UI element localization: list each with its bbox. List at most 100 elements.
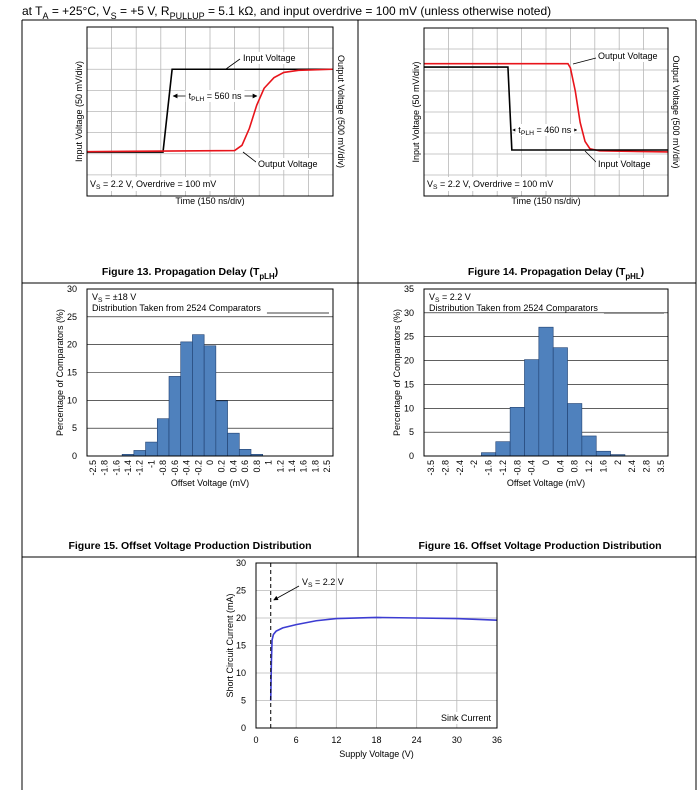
- label-background: [256, 158, 320, 170]
- x-tick-label: -1.6: [111, 460, 121, 476]
- bar: [168, 376, 182, 457]
- chart-note: VS = 2.2 V, Overdrive = 100 mV: [90, 179, 216, 191]
- series-line: [269, 616, 498, 701]
- x-tick-label: 6: [294, 735, 299, 745]
- bar: [495, 441, 511, 457]
- page-header-part: PULLUP: [170, 11, 205, 21]
- bar: [145, 441, 158, 457]
- chart-note: Distribution Taken from 2524 Comparators: [92, 303, 261, 313]
- plot-frame: [255, 562, 498, 729]
- y-tick-label: 30: [236, 558, 246, 568]
- chart-note-part: = 2.2 V: [440, 292, 471, 302]
- bar: [595, 450, 611, 457]
- note-background: [88, 177, 221, 191]
- bar: [203, 345, 217, 457]
- x-tick-label: -0.6: [170, 460, 180, 476]
- x-tick-label: 0.8: [570, 460, 580, 473]
- page-header-part: = 5.1 kΩ, and input overdrive = 100 mV (…: [205, 4, 552, 18]
- y-tick-label: 10: [236, 668, 246, 678]
- bar: [581, 435, 597, 457]
- x-tick-label: -1.2: [498, 460, 508, 476]
- x-tick-label: 0: [205, 460, 215, 465]
- plot-frame: [86, 26, 334, 197]
- x-tick-label: -2: [469, 460, 479, 468]
- interval-label-part: PLH: [191, 96, 204, 103]
- x-tick-label: 24: [412, 735, 422, 745]
- x-tick-label: -1.2: [135, 460, 145, 476]
- x-tick-label: 0.2: [217, 460, 227, 473]
- series-label: Sink Current: [441, 713, 492, 723]
- y-tick-label: 0: [409, 451, 414, 461]
- bar: [524, 359, 540, 457]
- chart-note-part: = 2.2 V, Overdrive = 100 mV: [101, 179, 217, 189]
- y-axis-label: Input Voltage (50 mV/div): [74, 61, 84, 162]
- page-header-part: A: [42, 11, 48, 21]
- figure-caption: Figure 16. Offset Voltage Production Dis…: [418, 540, 661, 552]
- interval-label-part: = 560 ns: [204, 91, 242, 101]
- x-tick-label: -0.2: [193, 460, 203, 476]
- page-header-part: at T: [22, 4, 43, 18]
- plot-frame: [423, 288, 669, 457]
- y-tick-label: 15: [404, 379, 414, 389]
- y-axis-label: Percentage of Comparators (%): [392, 309, 402, 436]
- chart-note-part: V: [92, 292, 98, 302]
- bar: [552, 347, 568, 457]
- x-tick-label: 1.6: [299, 460, 309, 473]
- x-axis-label: Offset Voltage (mV): [171, 478, 249, 488]
- bar: [180, 341, 193, 457]
- interval-label-part: PLH: [521, 130, 534, 137]
- x-tick-label: -1.8: [100, 460, 110, 476]
- x-tick-label: -0.8: [512, 460, 522, 476]
- figure-caption: Figure 15. Offset Voltage Production Dis…: [68, 540, 311, 552]
- y-tick-label: 5: [241, 696, 246, 706]
- y-tick-label: 15: [236, 641, 246, 651]
- x-tick-label: -1.6: [484, 460, 494, 476]
- series-label: Output Voltage: [598, 51, 658, 61]
- series-line: [86, 68, 334, 153]
- x-tick-label: -0.4: [182, 460, 192, 476]
- x-tick-label: 30: [452, 735, 462, 745]
- y-tick-label: 20: [404, 356, 414, 366]
- x-tick-label: 0.4: [228, 460, 238, 473]
- x-tick-label: 1.6: [598, 460, 608, 473]
- bar: [538, 326, 554, 457]
- x-tick-label: 0.6: [240, 460, 250, 473]
- y-tick-label: 30: [67, 284, 77, 294]
- chart-note: VS = 2.2 V, Overdrive = 100 mV: [427, 179, 553, 191]
- chart-note: VS = ±18 V: [92, 292, 136, 304]
- x-tick-label: -2.5: [88, 460, 98, 476]
- figure-caption-part: pLH: [259, 272, 275, 281]
- bar: [238, 449, 252, 457]
- x-tick-label: -1.4: [123, 460, 133, 476]
- figure-caption-part: Figure 13. Propagation Delay (T: [102, 266, 260, 278]
- chart-note-part: V: [429, 292, 435, 302]
- figure-caption: Figure 13. Propagation Delay (TpLH): [102, 266, 278, 281]
- interval-label-part: t: [189, 91, 192, 101]
- x-tick-label: 12: [331, 735, 341, 745]
- callout-line: [584, 150, 597, 163]
- y-tick-label: 35: [404, 284, 414, 294]
- interval-label-part: = 460 ns: [534, 125, 572, 135]
- figure-caption: Figure 14. Propagation Delay (TpHL): [468, 266, 644, 281]
- x-tick-label: 1.2: [275, 460, 285, 473]
- y2-axis-label: Output Voltage (500 mV/div): [671, 55, 681, 168]
- y-tick-label: 25: [67, 312, 77, 322]
- label-background: [185, 90, 245, 102]
- interval-label: tPLH = 560 ns: [189, 91, 242, 103]
- x-tick-label: 1: [264, 460, 274, 465]
- y-tick-label: 10: [404, 403, 414, 413]
- chart-note-part: = 2.2 V, Overdrive = 100 mV: [438, 179, 554, 189]
- page-header-part: = +25°C, V: [48, 4, 110, 18]
- figure-caption-part: pHL: [625, 272, 640, 281]
- x-tick-label: -2.8: [441, 460, 451, 476]
- chart-note-part: S: [433, 184, 438, 191]
- x-tick-label: -2.4: [455, 460, 465, 476]
- label-background: [241, 52, 298, 64]
- marker-label-part: V: [302, 577, 308, 587]
- y-tick-label: 0: [72, 451, 77, 461]
- x-tick-label: 36: [492, 735, 502, 745]
- y-tick-label: 25: [236, 586, 246, 596]
- x-axis-label: Time (150 ns/div): [175, 196, 244, 206]
- x-tick-label: 2.5: [322, 460, 332, 473]
- x-tick-label: 2.4: [627, 460, 637, 473]
